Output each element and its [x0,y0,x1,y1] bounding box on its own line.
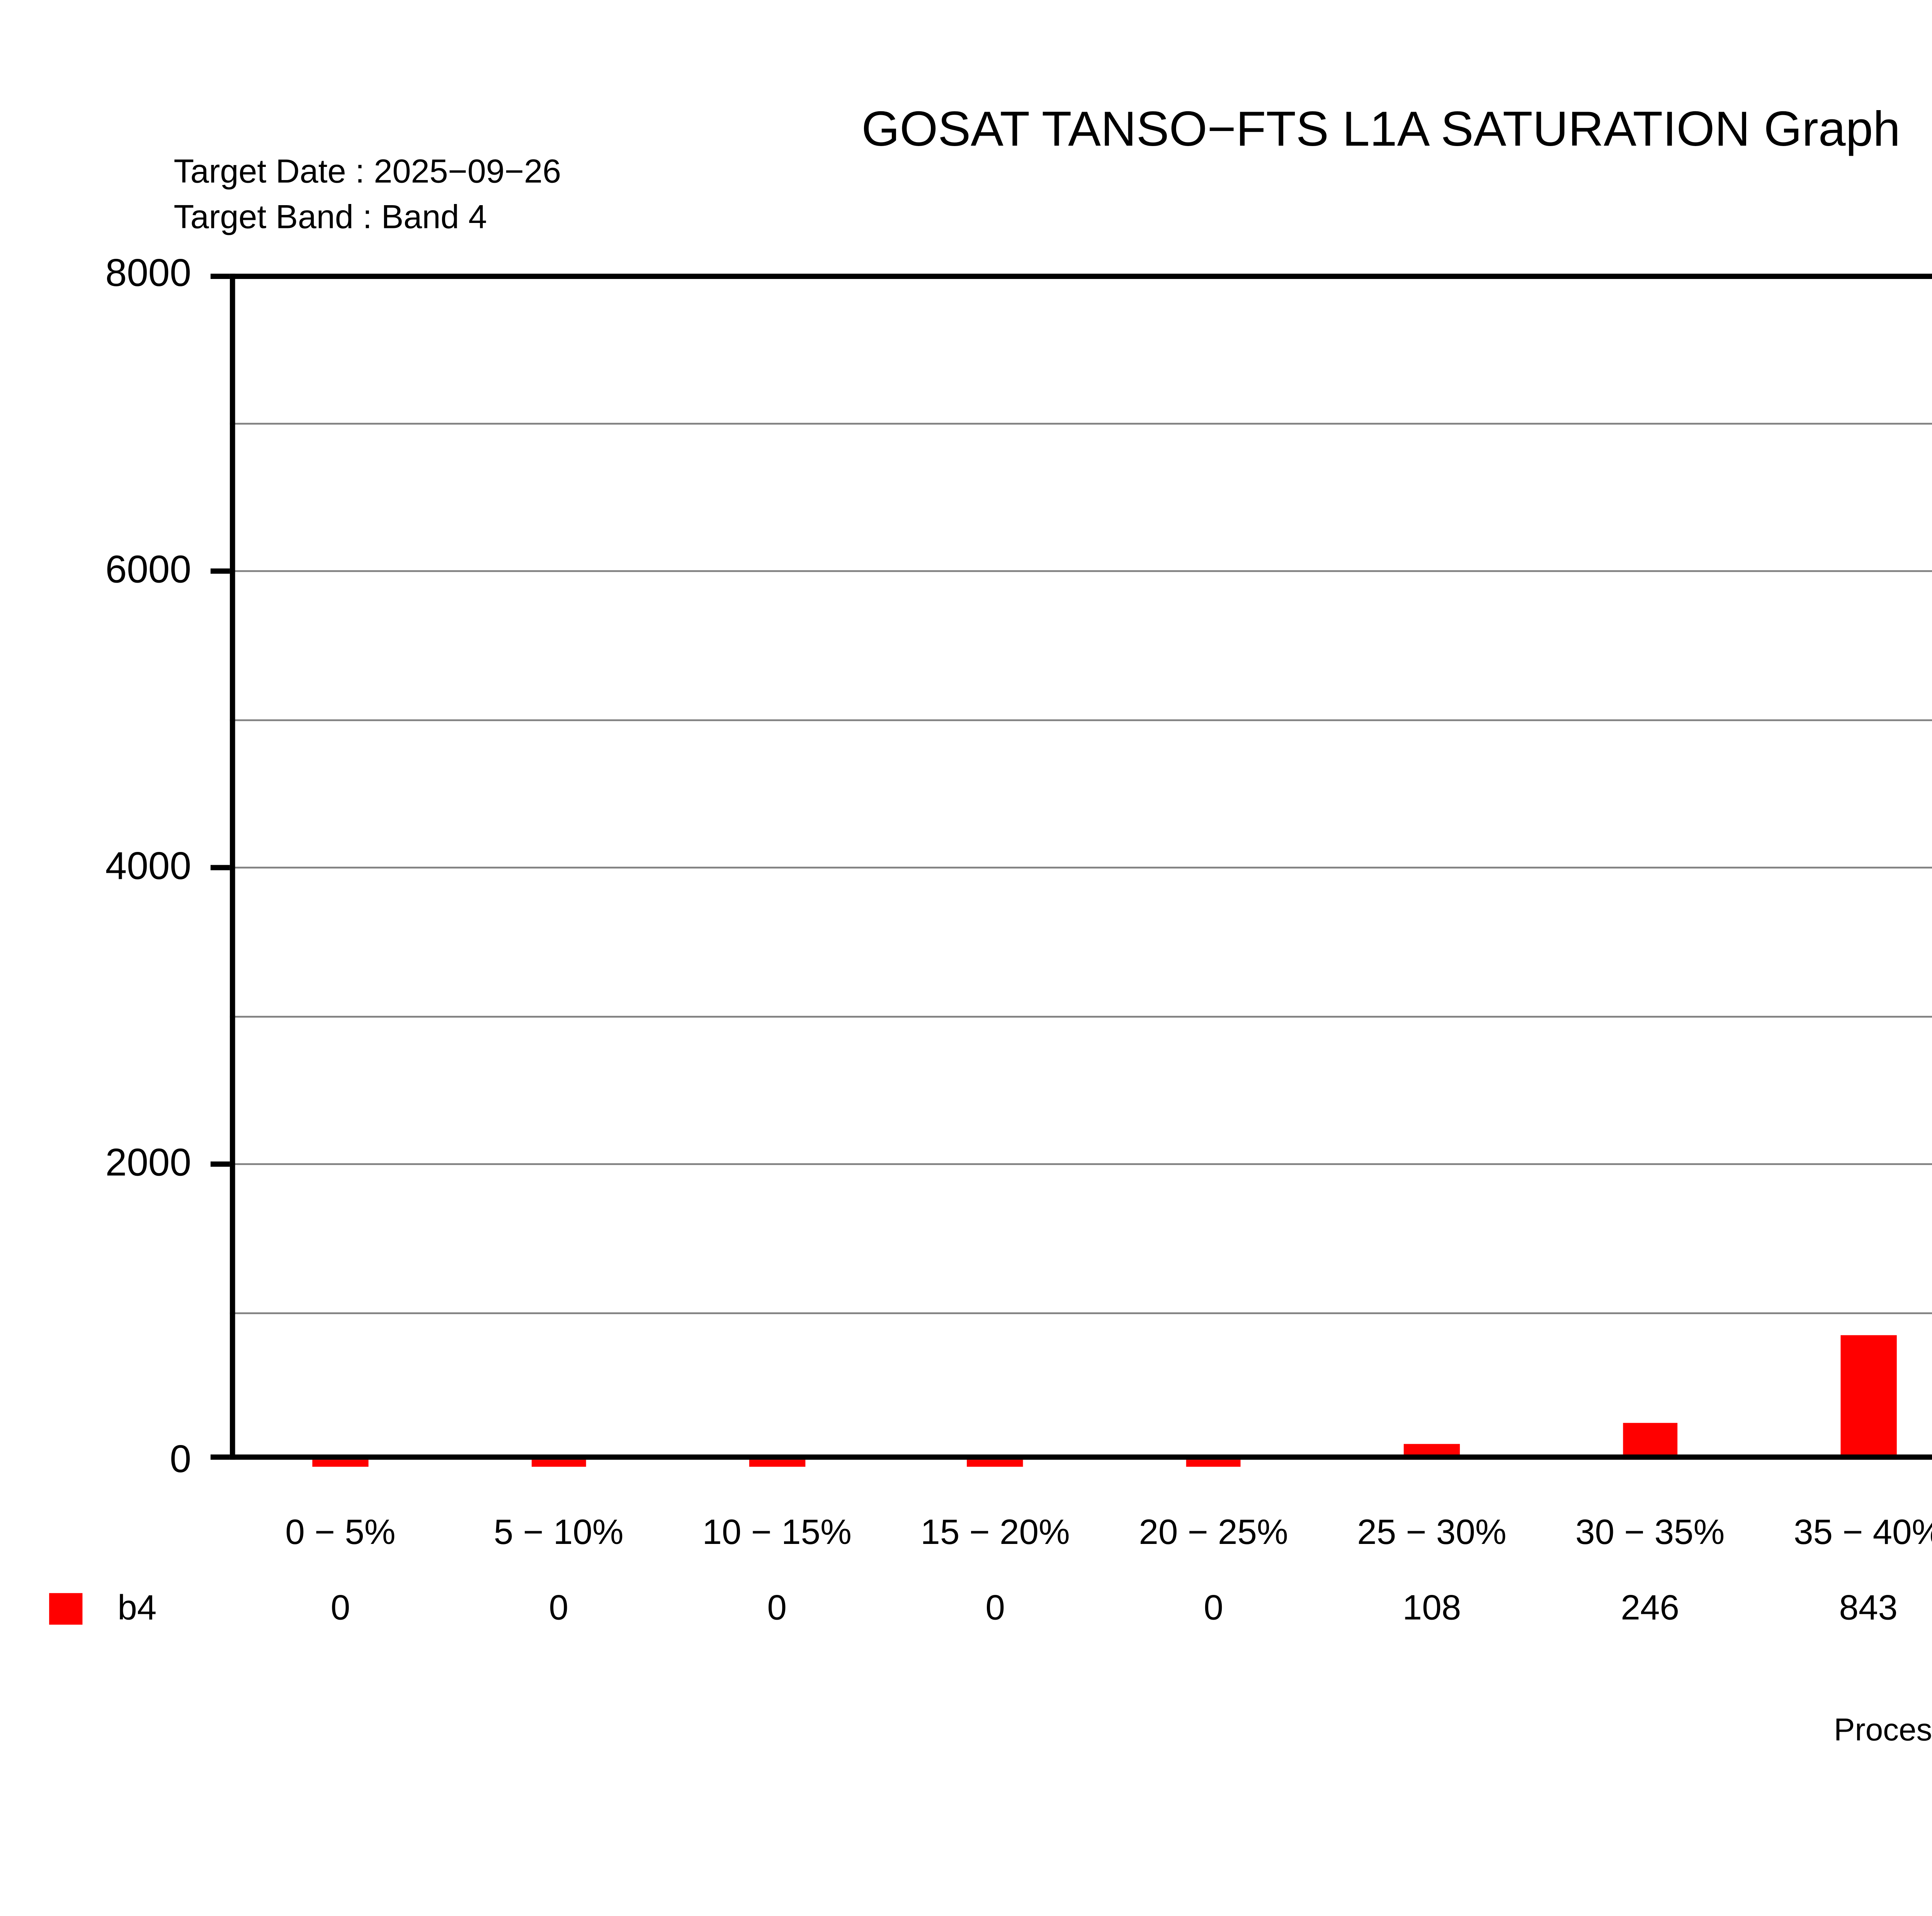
bar-zero-0 − 5% [313,1460,368,1467]
gridline-7000 [229,422,1932,424]
legend-swatch-b4 [49,1592,83,1625]
processed-by-label: Processed by JAXA/EORC at 2025−09−28 08:… [1833,1712,1932,1748]
y-axis-label-4000: 4000 [105,844,191,888]
gridline-4000 [229,867,1932,869]
y-tick-left-8000 [209,274,229,279]
y-axis-label-6000: 6000 [105,547,191,592]
x-category-label-3: 15 − 20% [920,1514,1070,1553]
value-label-4: 0 [1204,1590,1223,1629]
bar-30 − 35% [1622,1423,1678,1460]
plot-frame-bottom [229,1454,1932,1460]
value-label-3: 0 [985,1590,1005,1629]
gridline-6000 [229,570,1932,572]
y-tick-left-2000 [209,1160,229,1166]
gridline-2000 [229,1163,1932,1165]
legend-series-label: b4 [117,1590,157,1629]
gridline-3000 [229,1015,1932,1017]
value-label-7: 843 [1839,1590,1898,1629]
x-category-label-5: 25 − 30% [1357,1514,1507,1553]
value-label-1: 0 [549,1590,569,1629]
x-category-label-4: 20 − 25% [1139,1514,1288,1553]
x-category-label-2: 10 − 15% [702,1514,852,1553]
value-label-6: 246 [1621,1590,1680,1629]
y-tick-left-4000 [209,864,229,870]
x-category-label-6: 30 − 35% [1575,1514,1725,1553]
bar-zero-5 − 10% [531,1460,587,1467]
value-label-5: 108 [1402,1590,1461,1629]
y-axis-label-0: 0 [170,1437,191,1481]
y-tick-left-0 [209,1454,229,1460]
x-category-label-0: 0 − 5% [285,1514,396,1553]
y-tick-left-6000 [209,568,229,573]
gridline-1000 [229,1311,1932,1313]
value-label-0: 0 [330,1590,350,1629]
bar-zero-20 − 25% [1186,1460,1242,1467]
target-date-label: Target Date : 2025−09−26 [173,154,561,191]
plot-frame-top [229,274,1932,279]
bar-zero-15 − 20% [968,1460,1023,1467]
gridline-5000 [229,718,1932,721]
y-axis-label-8000: 8000 [105,251,191,295]
header-left: Target Date : 2025−09−26 Target Band : B… [174,151,561,241]
y-axis-label-2000: 2000 [105,1140,191,1185]
value-label-2: 0 [767,1590,787,1629]
chart-title: GOSAT TANSO−FTS L1A SATURATION Graph [861,102,1901,156]
target-band-label: Target Band : Band 4 [173,199,487,236]
bar-35 − 40% [1840,1335,1896,1460]
x-category-label-1: 5 − 10% [493,1514,624,1553]
bar-zero-10 − 15% [749,1460,805,1467]
x-category-label-7: 35 − 40% [1794,1514,1932,1553]
plot-area [209,274,1932,1467]
plot-frame-left [229,274,235,1460]
